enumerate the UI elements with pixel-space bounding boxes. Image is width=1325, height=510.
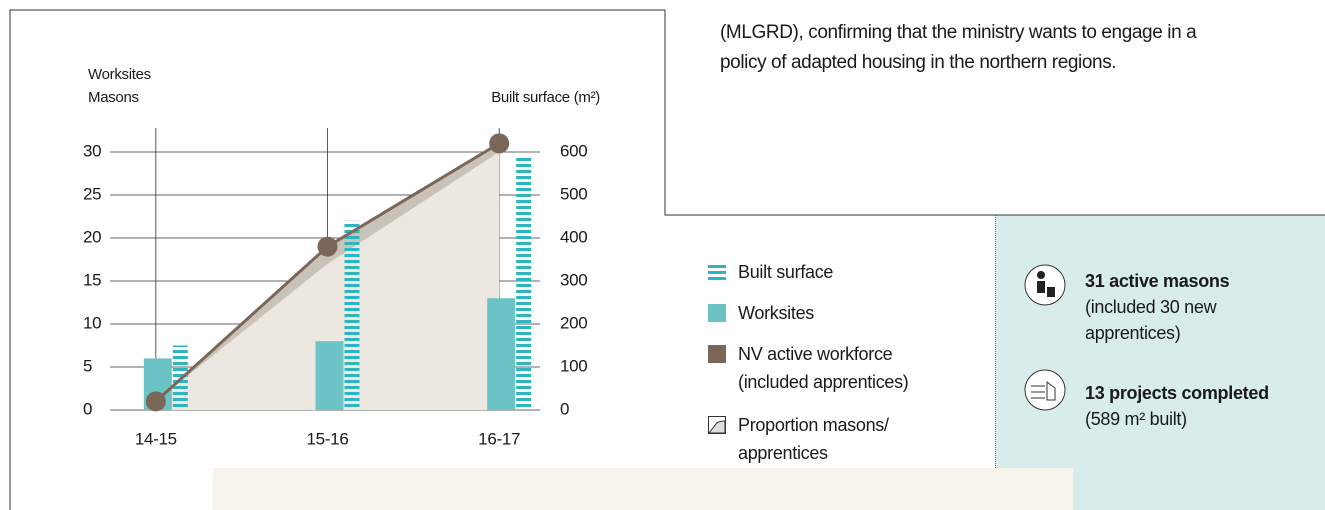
y-tick-label: 15: [83, 270, 101, 289]
y2-tick-label: 0: [560, 399, 569, 418]
bar: [487, 298, 516, 410]
proportion-area: [155, 152, 500, 410]
striped-bar: [516, 156, 532, 410]
y-axis-title: Masons: [88, 89, 139, 106]
y2-tick-label: 200: [560, 313, 587, 332]
highlight-title: 13 projects completed: [1085, 383, 1269, 403]
legend-item: Worksites: [708, 299, 953, 327]
highlight: 31 active masons (included 30 new appren…: [1085, 268, 1230, 346]
highlight-text: apprentices): [1085, 323, 1181, 343]
highlight-title: 31 active masons: [1085, 271, 1230, 291]
paragraph-line: policy of adapted housing in the norther…: [720, 52, 1117, 73]
legend-swatch: [708, 345, 726, 363]
y-tick-label: 20: [83, 227, 101, 246]
legend-item: Built surface: [708, 258, 953, 286]
y-tick-label: 30: [83, 141, 101, 160]
y2-tick-label: 500: [560, 184, 587, 203]
project-icon: [1024, 369, 1066, 411]
legend-swatch: [708, 416, 726, 434]
y-tick-label: 5: [83, 356, 92, 375]
y2-axis-title: Built surface (m²): [491, 89, 600, 106]
legend-swatch: [708, 304, 726, 322]
highlight-panel: [995, 215, 1325, 510]
striped-bar: [344, 220, 360, 410]
legend-label: Built surface: [738, 262, 834, 282]
y-axis-title: Worksites: [88, 66, 151, 83]
highlight-text: (included 30 new: [1085, 297, 1217, 317]
y2-tick-label: 600: [560, 141, 587, 160]
y-tick-label: 10: [83, 313, 101, 332]
legend-label: Proportion masons/ apprentices: [738, 415, 889, 463]
legend-label: Worksites: [738, 303, 814, 323]
mason-icon: [1024, 264, 1066, 306]
caption-box: [213, 468, 1073, 510]
x-tick-label: 15-16: [307, 429, 349, 448]
highlight: 13 projects completed (589 m² built): [1085, 380, 1269, 432]
y-tick-label: 0: [83, 399, 92, 418]
legend-item: Proportion masons/ apprentices: [708, 411, 953, 467]
y2-tick-label: 300: [560, 270, 587, 289]
y2-tick-label: 100: [560, 356, 587, 375]
legend-item: NV active workforce (included apprentice…: [708, 340, 953, 396]
highlight-text: (589 m² built): [1085, 409, 1187, 429]
y-tick-label: 25: [83, 184, 101, 203]
legend-swatch: [708, 265, 726, 280]
line-marker: [317, 236, 338, 257]
paragraph-line: (MLGRD), confirming that the ministry wa…: [720, 22, 1197, 43]
bar: [315, 341, 344, 410]
frame: [9, 9, 1325, 510]
legend-label: NV active workforce (included apprentice…: [738, 344, 909, 392]
line-marker: [489, 133, 510, 154]
x-tick-label: 16-17: [478, 429, 520, 448]
x-tick-label: 14-15: [135, 429, 177, 448]
line-marker: [145, 391, 166, 412]
y2-tick-label: 400: [560, 227, 587, 246]
